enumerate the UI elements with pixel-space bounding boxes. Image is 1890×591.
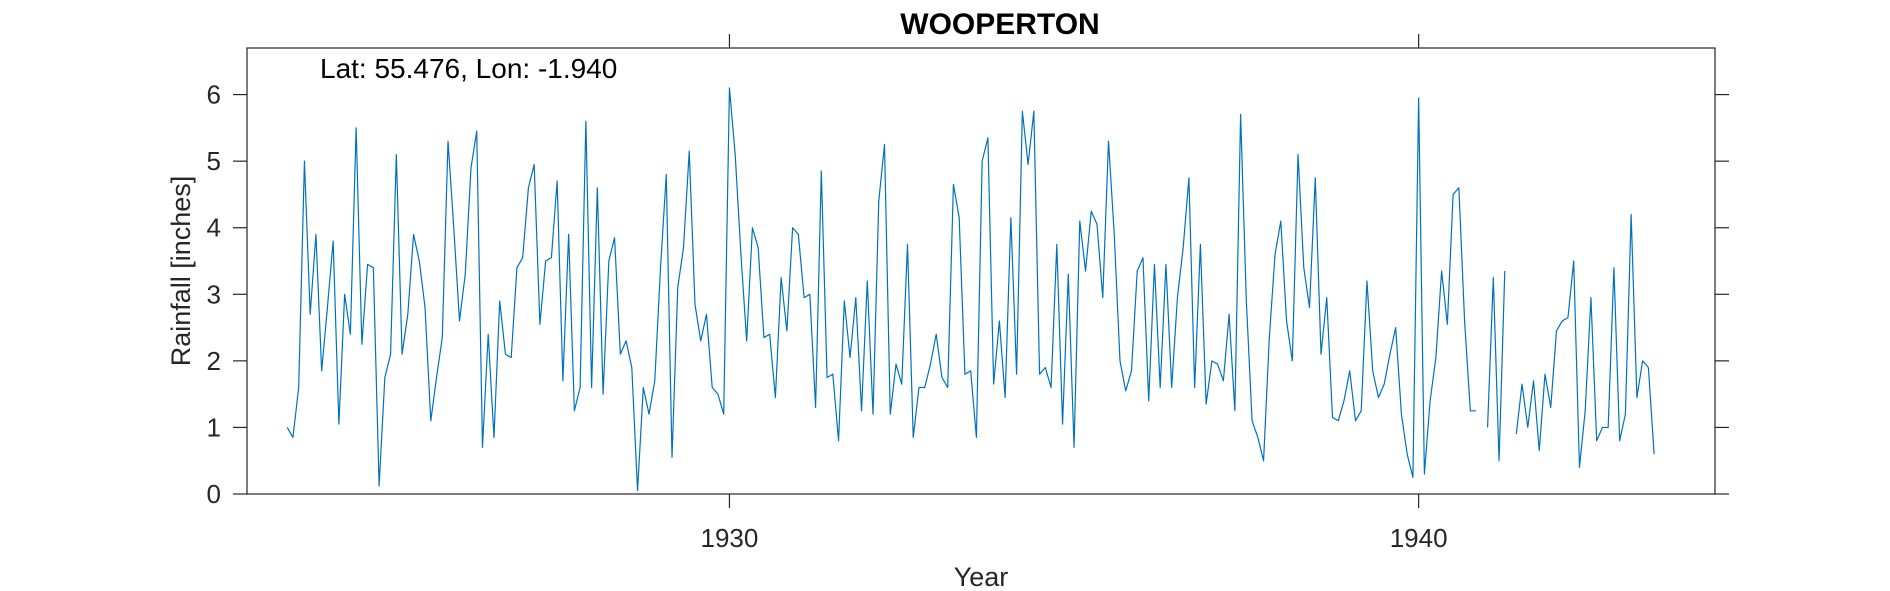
axis-ticks — [233, 34, 1729, 508]
y-tick-label: 6 — [207, 80, 221, 110]
location-annotation: Lat: 55.476, Lon: -1.940 — [320, 53, 617, 84]
series-line-segment — [1486, 270, 1506, 462]
y-tick-label: 3 — [207, 279, 221, 309]
y-tick-label: 4 — [207, 213, 221, 243]
y-tick-label: 0 — [207, 479, 221, 509]
x-axis-label: Year — [954, 562, 1009, 591]
x-tick-label: 1940 — [1390, 523, 1448, 553]
y-tick-label: 1 — [207, 412, 221, 442]
tick-labels: 0 1 2 3 4 5 6 1930 1940 — [207, 80, 1448, 553]
y-tick-label: 2 — [207, 346, 221, 376]
x-tick-label: 1930 — [701, 523, 759, 553]
plot-frame — [246, 47, 1716, 495]
series-line-segment — [1515, 213, 1655, 468]
y-axis-label: Rainfall [inches] — [166, 176, 196, 367]
y-tick-label: 5 — [207, 146, 221, 176]
chart-title: WOOPERTON — [900, 8, 1099, 41]
series-line — [286, 87, 1477, 492]
